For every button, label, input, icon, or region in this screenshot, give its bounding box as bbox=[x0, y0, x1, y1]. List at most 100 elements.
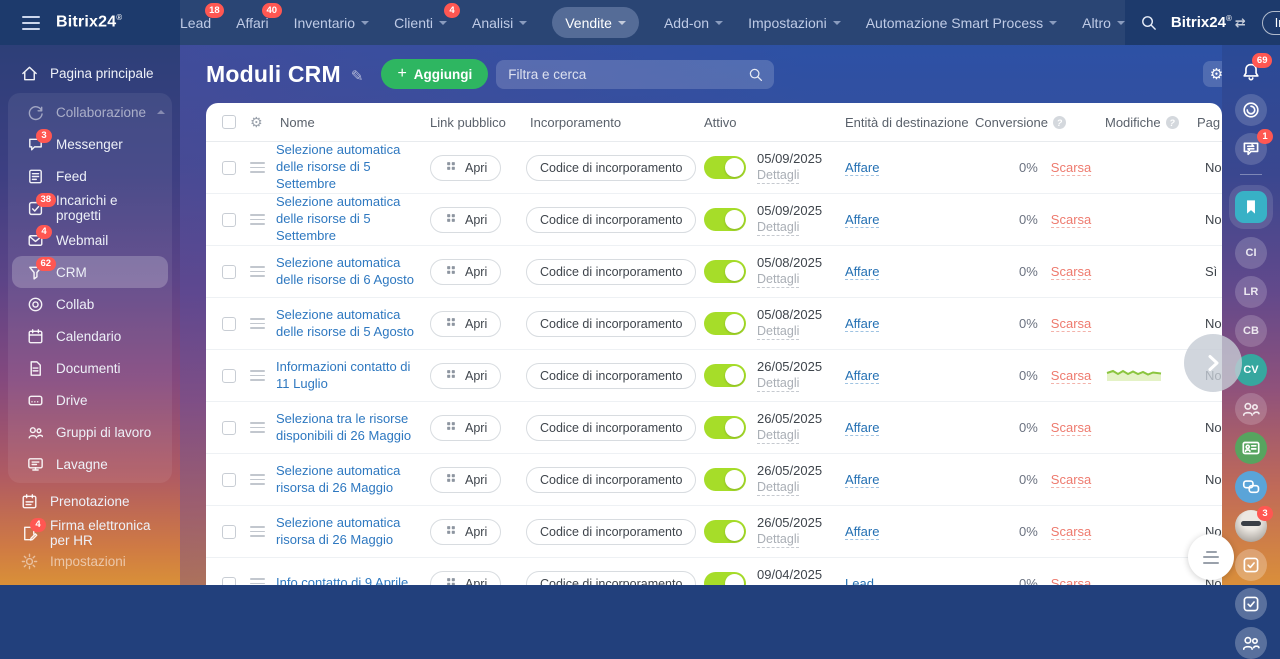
sidebar-item[interactable]: Documenti bbox=[12, 352, 168, 384]
entity-link[interactable]: Affare bbox=[845, 212, 880, 228]
col-header-modifiche[interactable]: Modifiche? bbox=[1101, 115, 1193, 130]
entity-link[interactable]: Affare bbox=[845, 472, 880, 488]
row-checkbox[interactable] bbox=[222, 316, 236, 331]
drag-handle-icon[interactable] bbox=[250, 474, 265, 485]
nav-item[interactable]: Vendite bbox=[552, 7, 639, 38]
form-name-link[interactable]: Selezione automatica delle risorse di 6 … bbox=[276, 254, 415, 287]
nav-item[interactable]: Altro bbox=[1082, 0, 1125, 45]
col-header-nome[interactable]: Nome bbox=[280, 114, 315, 130]
list-settings-button[interactable] bbox=[1188, 534, 1234, 580]
sidebar-item[interactable]: 38 Incarichi e progetti bbox=[12, 192, 168, 224]
details-link[interactable]: Dettagli bbox=[757, 480, 800, 497]
rail-item[interactable]: CB bbox=[1235, 315, 1267, 347]
active-toggle[interactable] bbox=[704, 260, 746, 283]
sidebar-item[interactable]: Pagina principale bbox=[6, 57, 174, 89]
row-checkbox[interactable] bbox=[222, 212, 236, 227]
rail-item[interactable] bbox=[1235, 471, 1267, 503]
conversion-quality-link[interactable]: Scarsa bbox=[1050, 471, 1092, 488]
active-toggle[interactable] bbox=[704, 312, 746, 335]
drag-handle-icon[interactable] bbox=[250, 526, 265, 537]
embed-code-button[interactable]: Codice di incorporamento bbox=[526, 518, 697, 545]
search-icon[interactable] bbox=[1139, 13, 1158, 32]
embed-code-button[interactable]: Codice di incorporamento bbox=[526, 414, 697, 441]
open-button[interactable]: Apri bbox=[430, 258, 502, 285]
sidebar-item[interactable]: Lavagne bbox=[12, 448, 168, 480]
embed-code-button[interactable]: Codice di incorporamento bbox=[526, 466, 697, 493]
rail-item[interactable]: 3 bbox=[1235, 506, 1273, 542]
form-name-link[interactable]: Selezione automatica delle risorse di 5 … bbox=[276, 194, 401, 243]
conversion-quality-link[interactable]: Scarsa bbox=[1050, 159, 1092, 176]
search-icon[interactable] bbox=[747, 66, 764, 88]
embed-code-button[interactable]: Codice di incorporamento bbox=[526, 310, 697, 337]
open-button[interactable]: Apri bbox=[430, 206, 502, 233]
entity-link[interactable]: Affare bbox=[845, 264, 880, 280]
active-toggle[interactable] bbox=[704, 208, 746, 231]
sidebar-item[interactable]: 62 CRM bbox=[12, 256, 168, 288]
app-logo[interactable]: Bitrix24® bbox=[56, 13, 123, 31]
col-header-embed[interactable]: Incorporamento bbox=[530, 114, 622, 130]
rail-item[interactable] bbox=[1235, 432, 1267, 464]
open-button[interactable]: Apri bbox=[430, 154, 502, 181]
active-toggle[interactable] bbox=[704, 520, 746, 543]
rail-item[interactable] bbox=[1235, 627, 1267, 659]
details-link[interactable]: Dettagli bbox=[757, 220, 800, 237]
form-name-link[interactable]: Selezione automatica risorsa di 26 Maggi… bbox=[276, 462, 401, 495]
open-button[interactable]: Apri bbox=[430, 518, 502, 545]
sidebar-item[interactable]: 3 Messenger bbox=[12, 128, 168, 160]
rail-item[interactable] bbox=[1235, 393, 1267, 425]
rail-item[interactable]: CI bbox=[1235, 237, 1267, 269]
details-link[interactable]: Dettagli bbox=[757, 376, 800, 393]
conversion-quality-link[interactable]: Scarsa bbox=[1050, 419, 1092, 436]
rail-item[interactable]: LR bbox=[1235, 276, 1267, 308]
nav-item[interactable]: Automazione Smart Process bbox=[866, 0, 1058, 45]
row-checkbox[interactable] bbox=[222, 264, 236, 279]
form-name-link[interactable]: Selezione automatica delle risorse di 5 … bbox=[276, 306, 415, 339]
embed-code-button[interactable]: Codice di incorporamento bbox=[526, 570, 697, 585]
open-button[interactable]: Apri bbox=[430, 310, 502, 337]
drag-handle-icon[interactable] bbox=[250, 214, 265, 225]
nav-item[interactable]: Affari 40 bbox=[236, 0, 282, 45]
entity-link[interactable]: Affare bbox=[845, 420, 880, 436]
conversion-quality-link[interactable]: Scarsa bbox=[1050, 315, 1092, 332]
sidebar-item[interactable]: Feed bbox=[12, 160, 168, 192]
filter-search-input[interactable] bbox=[496, 59, 775, 89]
drag-handle-icon[interactable] bbox=[250, 578, 265, 585]
embed-code-button[interactable]: Codice di incorporamento bbox=[526, 362, 697, 389]
active-toggle[interactable] bbox=[704, 468, 746, 491]
active-toggle[interactable] bbox=[704, 416, 746, 439]
drag-handle-icon[interactable] bbox=[250, 422, 265, 433]
details-link[interactable]: Dettagli bbox=[757, 168, 800, 185]
entity-link[interactable]: Affare bbox=[845, 524, 880, 540]
form-name-link[interactable]: Selezione automatica delle risorse di 5 … bbox=[276, 142, 401, 191]
sidebar-item[interactable]: Collab bbox=[12, 288, 168, 320]
topbar-action-button[interactable]: Invita 1 bbox=[1261, 10, 1280, 35]
rail-item[interactable]: 1 bbox=[1235, 129, 1273, 165]
embed-code-button[interactable]: Codice di incorporamento bbox=[526, 154, 697, 181]
open-button[interactable]: Apri bbox=[430, 570, 502, 585]
row-checkbox[interactable] bbox=[222, 368, 236, 383]
nav-item[interactable]: Inventario bbox=[294, 0, 370, 45]
row-checkbox[interactable] bbox=[222, 420, 236, 435]
nav-item[interactable]: Impostazioni bbox=[748, 0, 841, 45]
details-link[interactable]: Dettagli bbox=[757, 584, 799, 585]
help-icon[interactable]: ? bbox=[1165, 116, 1179, 129]
drag-handle-icon[interactable] bbox=[250, 266, 265, 277]
sidebar-item[interactable]: Prenotazione bbox=[6, 485, 174, 517]
open-button[interactable]: Apri bbox=[430, 362, 502, 389]
brand-label[interactable]: Bitrix24® ⇄ bbox=[1170, 14, 1246, 31]
col-header-pag[interactable]: Pag bbox=[1197, 114, 1221, 130]
entity-link[interactable]: Affare bbox=[845, 316, 880, 332]
row-checkbox[interactable] bbox=[222, 160, 236, 175]
col-header-link[interactable]: Link pubblico bbox=[430, 114, 506, 130]
drag-handle-icon[interactable] bbox=[250, 162, 265, 173]
open-button[interactable]: Apri bbox=[430, 414, 502, 441]
nav-item[interactable]: Add-on bbox=[664, 0, 724, 45]
conversion-quality-link[interactable]: Scarsa bbox=[1050, 211, 1092, 228]
embed-code-button[interactable]: Codice di incorporamento bbox=[526, 206, 697, 233]
form-name-link[interactable]: Informazioni contatto di 11 Luglio bbox=[276, 358, 411, 391]
details-link[interactable]: Dettagli bbox=[757, 324, 800, 341]
details-link[interactable]: Dettagli bbox=[757, 272, 800, 289]
rail-item[interactable] bbox=[1235, 191, 1267, 223]
nav-item[interactable]: Analisi bbox=[472, 0, 528, 45]
active-toggle[interactable] bbox=[704, 364, 746, 387]
